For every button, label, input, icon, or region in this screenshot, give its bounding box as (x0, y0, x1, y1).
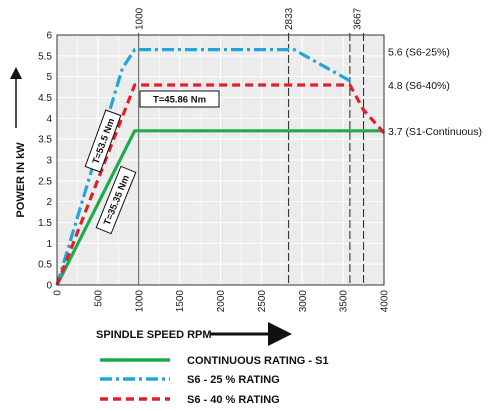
y-axis-title-group: POWER IN kW (15, 142, 27, 218)
y-tick-label: 4 (46, 114, 52, 125)
top-mark-label: 1000 (134, 7, 145, 30)
y-axis-title: POWER IN kW (15, 142, 27, 218)
x-tick-label: 500 (93, 290, 104, 307)
y-tick-label: 1.5 (38, 218, 52, 229)
x-axis-title: SPINDLE SPEED RPM (96, 329, 212, 341)
y-tick-label: 3 (46, 156, 52, 167)
tick-labels: 0 0.5 1 1.5 2 2.5 3 3.5 4 4.5 5 5.5 6 0 500 1000 1500 200… (38, 31, 390, 313)
top-mark-label: 3667 (352, 7, 363, 30)
x-tick-label: 3500 (339, 290, 350, 313)
annotation-t45-label: T=45.86 Nm (153, 95, 206, 106)
legend-label-s1: CONTINUOUS RATING - S1 (187, 355, 329, 367)
x-tick-label: 3000 (298, 290, 309, 313)
plot-frame (56, 34, 385, 286)
series-line-0 (55, 129, 384, 286)
marker-lines (138, 33, 365, 285)
x-tick-label: 2500 (257, 290, 268, 313)
right-value-label: 4.8 (S6-40%) (388, 80, 450, 92)
top-mark-label: 2833 (284, 7, 295, 30)
right-value-label: 3.7 (S1-Continuous) (388, 126, 482, 138)
x-tick-label: 0 (53, 290, 64, 296)
x-tick-label: 4000 (380, 290, 391, 313)
y-tick-label: 2 (46, 197, 52, 208)
top-mark-labels: 1000 2833 3667 (134, 7, 363, 30)
y-tick-label: 0.5 (38, 260, 52, 271)
y-tick-label: 5 (46, 72, 52, 83)
x-tick-label: 2000 (216, 290, 227, 313)
x-tick-label: 1500 (175, 290, 186, 313)
right-value-label: 5.6 (S6-25%) (388, 47, 450, 59)
legend-label-s6-40: S6 - 40 % RATING (187, 394, 280, 406)
legend-label-s6-25: S6 - 25 % RATING (187, 374, 280, 386)
right-value-labels: 5.6 (S6-25%) 4.8 (S6-40%) 3.7 (S1-Continuo… (388, 47, 482, 138)
legend: CONTINUOUS RATING - S1 S6 - 25 % RATING … (100, 355, 329, 406)
series-group (55, 47, 386, 286)
series-line-2 (55, 83, 386, 286)
x-tick-label: 1000 (134, 290, 145, 313)
y-tick-label: 3.5 (38, 135, 52, 146)
series-line-1 (55, 47, 351, 286)
y-tick-label: 5.5 (38, 51, 52, 62)
y-tick-label: 6 (46, 31, 52, 42)
annotation-t45: T=45.86 Nm (139, 90, 220, 108)
y-tick-label: 2.5 (38, 176, 52, 187)
y-tick-label: 1 (46, 239, 52, 250)
y-tick-label: 4.5 (38, 93, 52, 104)
y-tick-label: 0 (46, 281, 52, 292)
